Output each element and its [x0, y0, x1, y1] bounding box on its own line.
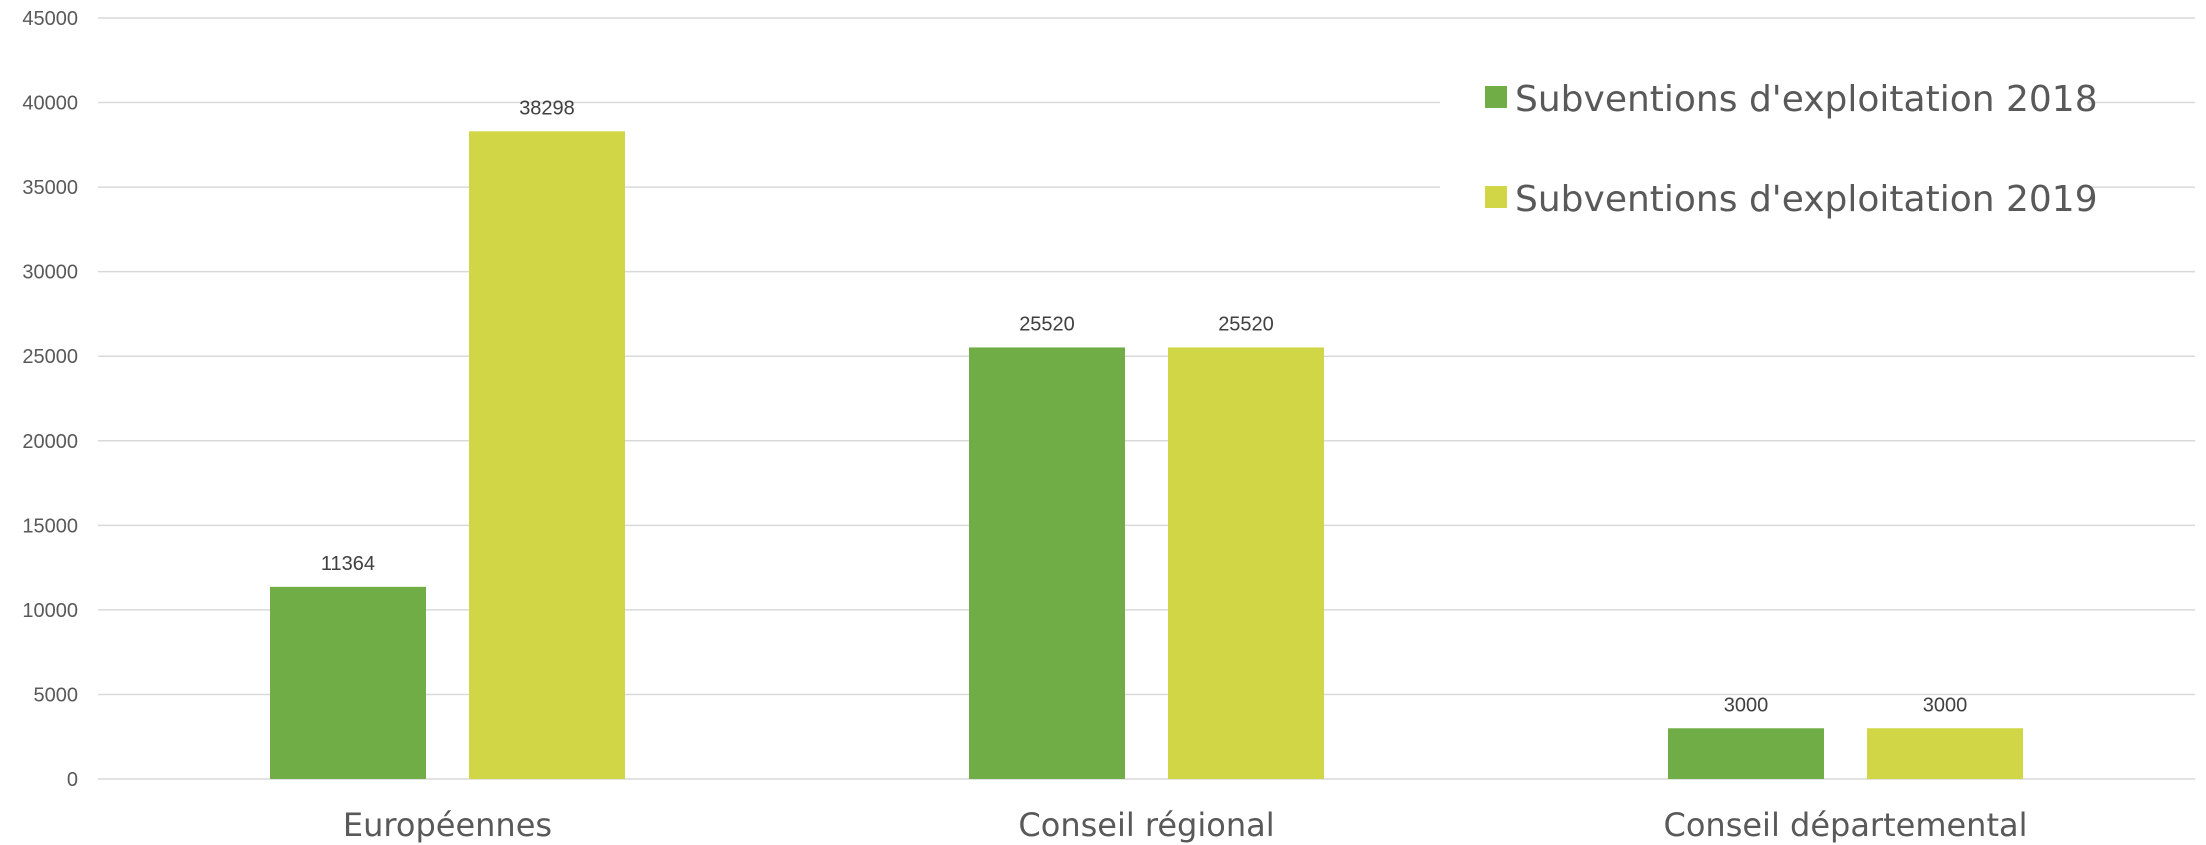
data-label: 25520: [1019, 313, 1075, 335]
gridlines: [98, 17, 2195, 780]
category-label: Européennes: [343, 806, 552, 844]
legend-background: [1440, 62, 2088, 210]
y-tick-label: 20000: [22, 431, 78, 453]
y-axis-tick-labels: 0 5000 10000 15000 20000 25000 30000 35000 40000…: [22, 8, 78, 791]
y-tick-label: 15000: [22, 515, 78, 537]
category-label: Conseil départemental: [1663, 806, 2027, 844]
y-tick-label: 5000: [34, 684, 79, 706]
bar-0-2: [1668, 728, 1824, 779]
x-axis-category-labels: Européennes Conseil régional Conseil dépar…: [343, 806, 2028, 844]
bar-0-0: [270, 586, 426, 779]
category-label: Conseil régional: [1018, 806, 1274, 844]
y-tick-label: 10000: [22, 600, 78, 622]
legend: Subventions d'exploitation 2018 Subventio…: [1440, 62, 2098, 220]
y-tick-label: 35000: [22, 177, 78, 199]
data-label: 3000: [1724, 694, 1769, 716]
data-label: 25520: [1218, 313, 1274, 335]
y-tick-label: 30000: [22, 262, 78, 284]
bar-1-2: [1867, 728, 2023, 779]
data-labels: 11364 38298 25520 25520 3000 3000: [321, 97, 1967, 716]
legend-label: Subventions d'exploitation 2019: [1515, 179, 2098, 220]
data-label: 3000: [1923, 694, 1968, 716]
data-label: 38298: [519, 97, 575, 119]
y-tick-label: 0: [67, 769, 78, 791]
bars: [270, 131, 2023, 780]
y-tick-label: 40000: [22, 93, 78, 115]
legend-swatch: [1485, 86, 1507, 108]
bar-1-0: [469, 131, 625, 780]
y-tick-label: 25000: [22, 346, 78, 368]
data-label: 11364: [321, 553, 375, 575]
bar-0-1: [969, 347, 1125, 779]
legend-label: Subventions d'exploitation 2018: [1515, 79, 2098, 120]
bar-1-1: [1168, 347, 1324, 779]
y-tick-label: 45000: [22, 8, 78, 30]
legend-swatch: [1485, 186, 1507, 208]
